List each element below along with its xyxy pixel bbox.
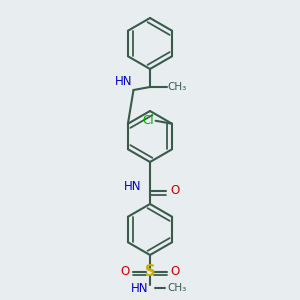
Text: O: O: [170, 265, 180, 278]
Text: HN: HN: [115, 75, 132, 88]
Text: CH₃: CH₃: [167, 283, 186, 293]
Text: HN: HN: [124, 180, 141, 193]
Text: CH₃: CH₃: [168, 82, 187, 92]
Text: S: S: [145, 264, 155, 279]
Text: O: O: [120, 265, 130, 278]
Text: Cl: Cl: [143, 114, 154, 127]
Text: HN: HN: [131, 281, 148, 295]
Text: O: O: [170, 184, 179, 197]
